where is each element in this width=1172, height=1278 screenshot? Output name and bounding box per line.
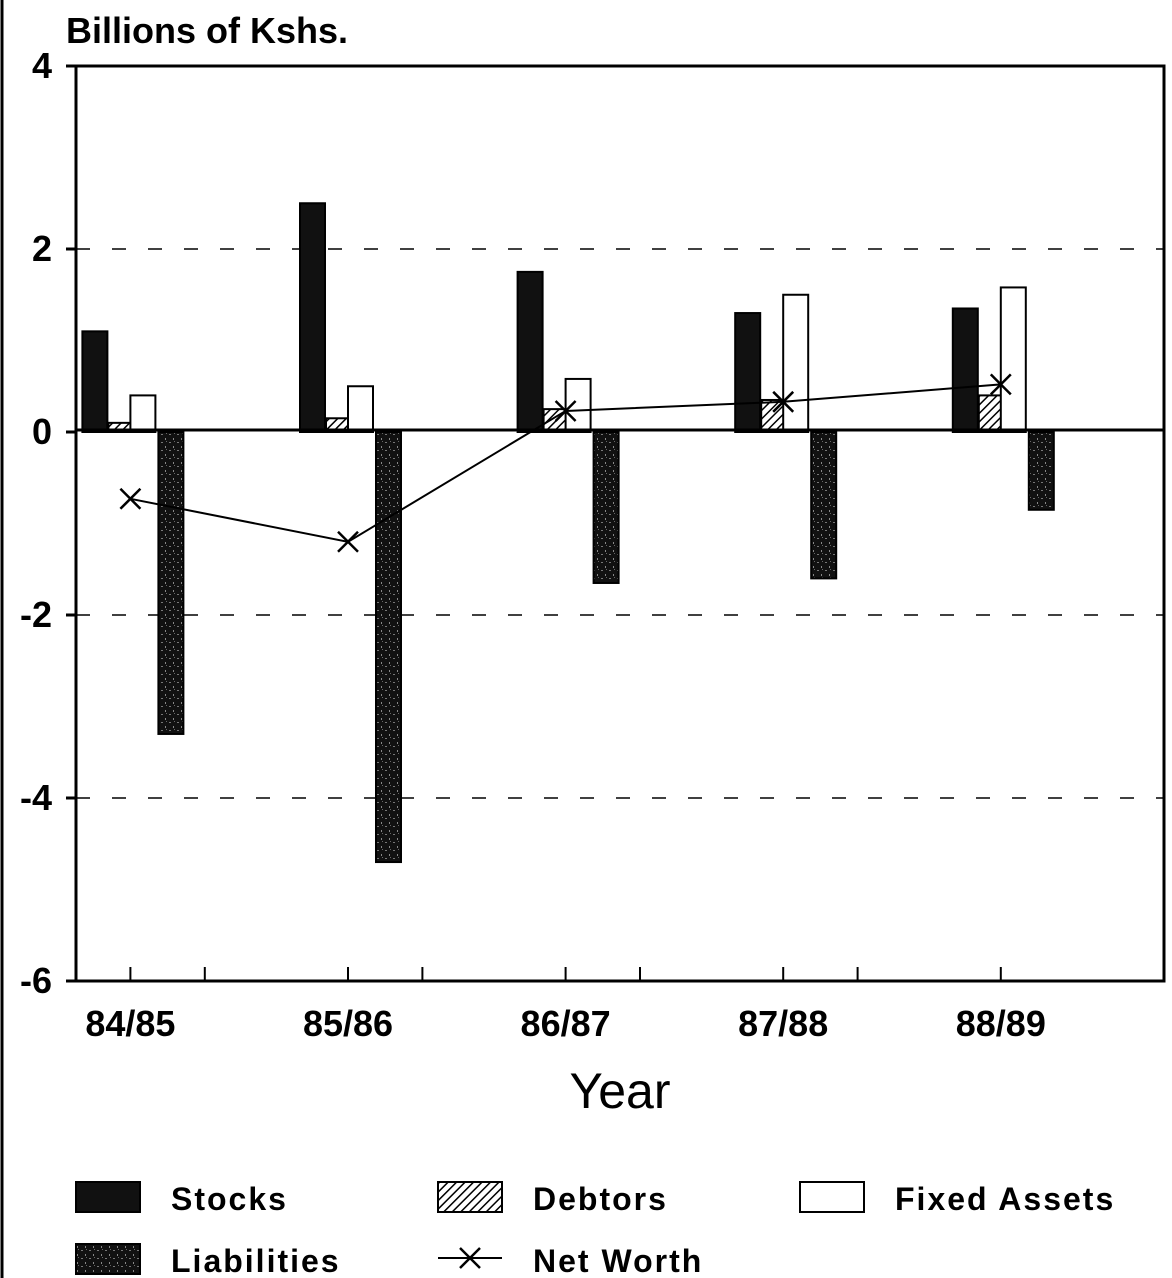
bar-liabilities xyxy=(157,431,185,735)
bar-stocks xyxy=(81,330,109,434)
legend-label: Stocks xyxy=(171,1181,288,1217)
net-worth-point xyxy=(989,373,1012,396)
bar-liabilities xyxy=(810,431,838,580)
legend-label: Fixed Assets xyxy=(895,1181,1115,1217)
bars xyxy=(81,202,1055,864)
legend-swatch xyxy=(75,1243,141,1275)
legend-swatch xyxy=(437,1181,503,1213)
bar-stocks xyxy=(951,307,979,434)
bar-stocks xyxy=(734,312,762,433)
legend-item: Net Worth xyxy=(438,1243,703,1278)
y-tick-label: -4 xyxy=(20,777,52,818)
bar-stocks xyxy=(299,202,326,433)
y-axis-ticks: 4 2 0 -2 -4 -6 xyxy=(20,45,76,1001)
bar-fixed-assets xyxy=(999,286,1027,433)
bar-liabilities xyxy=(592,431,620,584)
bar-liabilities xyxy=(1027,431,1055,511)
legend: Stocks Debtors Fixed Assets Liabilities Net … xyxy=(75,1181,1115,1278)
net-worth-point xyxy=(772,390,795,413)
net-worth-point xyxy=(554,400,577,422)
legend-label: Liabilities xyxy=(171,1243,341,1278)
bar-fixed-assets xyxy=(129,394,157,433)
legend-item: Stocks xyxy=(75,1181,288,1217)
x-tick-label: 87/88 xyxy=(738,1003,828,1044)
y-tick-label: 2 xyxy=(32,228,52,269)
x-tick-label: 84/85 xyxy=(85,1003,175,1044)
bar-fixed-assets xyxy=(782,293,810,433)
x-tick-label: 85/86 xyxy=(303,1003,393,1044)
net-worth-point xyxy=(119,487,142,510)
x-axis-ticks: 84/85 85/86 86/87 87/88 88/89 xyxy=(85,967,1046,1044)
legend-label: Net Worth xyxy=(533,1243,703,1278)
legend-item: Liabilities xyxy=(75,1243,341,1278)
legend-item: Fixed Assets xyxy=(799,1181,1115,1217)
legend-item: Debtors xyxy=(437,1181,668,1217)
grid-lines xyxy=(76,248,1164,799)
net-worth-point xyxy=(337,530,359,553)
bar-fixed-assets xyxy=(347,385,374,433)
bar-liabilities xyxy=(375,431,402,864)
x-axis-title: Year xyxy=(569,1063,670,1119)
net-worth-series xyxy=(119,373,1012,553)
x-tick-label: 88/89 xyxy=(956,1003,1046,1044)
y-tick-label: -2 xyxy=(20,594,52,635)
y-tick-label: 4 xyxy=(32,45,52,86)
plot-frame xyxy=(74,64,1166,983)
legend-swatch xyxy=(799,1181,865,1213)
bar-stocks xyxy=(516,270,544,433)
legend-swatch xyxy=(75,1181,141,1213)
y-tick-label: -6 xyxy=(20,960,52,1001)
legend-label: Debtors xyxy=(533,1181,668,1217)
y-axis-title: Billions of Kshs. xyxy=(66,10,348,51)
bar-debtors xyxy=(760,398,788,434)
x-tick-label: 86/87 xyxy=(521,1003,611,1044)
y-tick-label: 0 xyxy=(32,411,52,452)
